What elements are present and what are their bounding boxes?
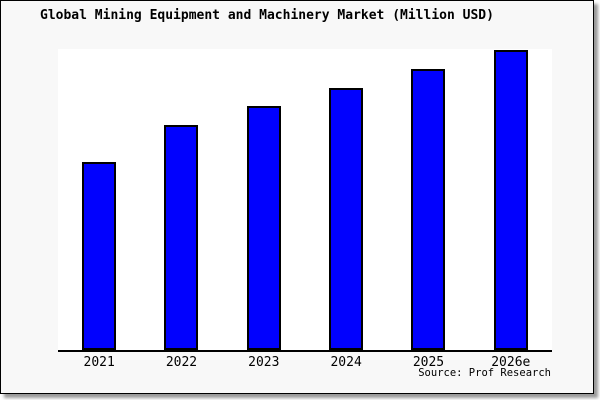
bar-slot-2023 <box>223 49 305 350</box>
x-tick-label-2024: 2024 <box>330 355 362 370</box>
bar-2025 <box>411 69 446 350</box>
x-tick-label-2022: 2022 <box>165 355 198 370</box>
bar-2022 <box>164 125 199 350</box>
chart-panel: Global Mining Equipment and Machinery Ma… <box>0 0 594 394</box>
x-tick-label-2023: 2023 <box>248 355 280 370</box>
bar-slot-2024 <box>305 49 387 350</box>
bar-2021 <box>82 162 117 350</box>
x-tick-label-2026e: 2026e <box>491 355 531 370</box>
bar-2026e <box>493 50 528 350</box>
plot-area <box>58 49 552 352</box>
x-axis-labels: 2021 2022 2023 2024 2025 2026e <box>58 355 552 370</box>
bar-slot-2025 <box>387 49 469 350</box>
bar-2024 <box>329 88 364 350</box>
bar-slot-2021 <box>58 49 140 350</box>
bar-2023 <box>246 106 281 350</box>
x-tick-label-2025: 2025 <box>412 355 445 370</box>
x-tick-label-2021: 2021 <box>83 355 115 370</box>
bars-container <box>58 49 552 350</box>
bar-slot-2026e <box>470 49 552 350</box>
source-credit: Source: Prof Research <box>418 367 551 379</box>
chart-title: Global Mining Equipment and Machinery Ma… <box>40 8 494 23</box>
bar-slot-2022 <box>140 49 222 350</box>
